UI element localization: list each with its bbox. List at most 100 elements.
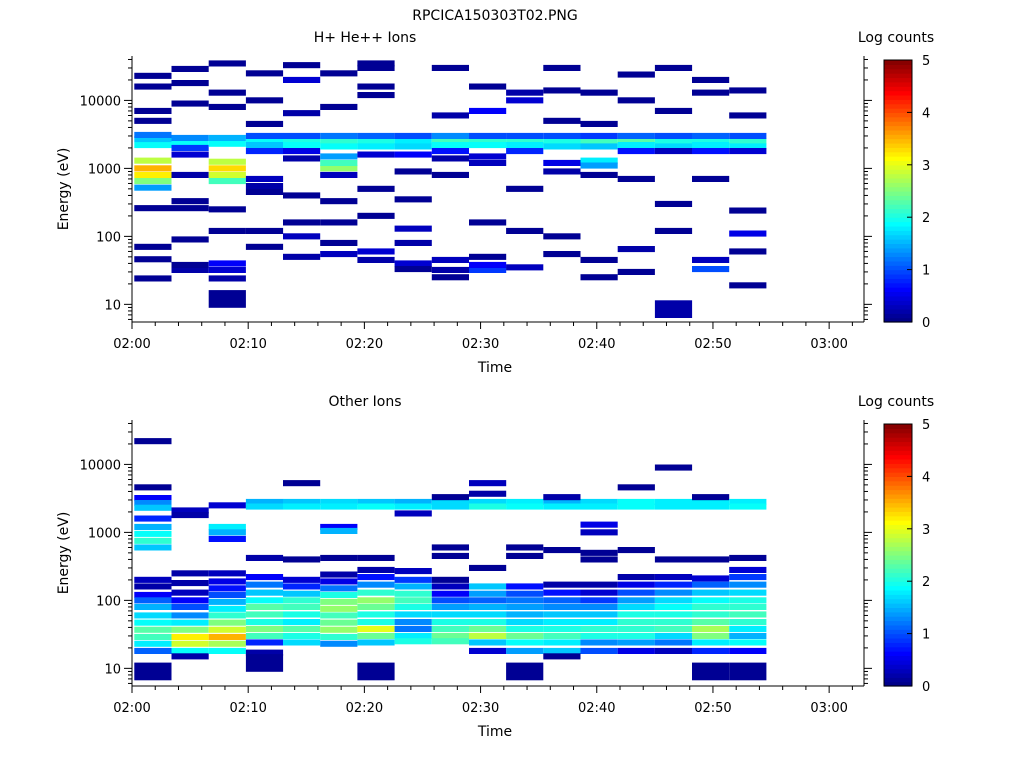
heatmap-cell <box>654 503 693 510</box>
heatmap-cell <box>580 647 618 654</box>
heatmap-cell <box>543 64 581 71</box>
heatmap-cell <box>245 625 284 632</box>
heatmap-cell <box>208 158 246 165</box>
heatmap-cell <box>245 611 284 618</box>
heatmap-cell <box>469 611 507 618</box>
heatmap-cell <box>617 484 655 491</box>
heatmap-cell <box>580 603 618 610</box>
x-tick-label: 02:00 <box>113 701 150 716</box>
heatmap-cell <box>320 598 358 605</box>
heatmap-cell <box>245 120 284 127</box>
colorbar-segment <box>884 151 912 157</box>
heatmap-cell <box>134 583 172 590</box>
colorbar-segment <box>884 108 912 113</box>
heatmap-cell <box>431 64 469 71</box>
colorbar-segment <box>884 212 912 218</box>
heatmap-cell <box>208 502 246 509</box>
heatmap-cell <box>171 603 209 610</box>
heatmap-cell <box>320 523 358 530</box>
colorbar-segment <box>884 247 912 253</box>
colorbar-segment <box>884 642 912 648</box>
heatmap-cell <box>208 206 246 213</box>
y-axis-label: Energy (eV) <box>56 148 72 231</box>
heatmap-cell <box>134 83 172 90</box>
heatmap-cell <box>320 239 358 246</box>
heatmap-cell <box>654 625 693 632</box>
heatmap-cell <box>134 640 172 647</box>
heatmap-cell <box>208 619 246 626</box>
x-tick-label: 02:20 <box>346 701 383 716</box>
colorbar-segment <box>884 121 912 127</box>
heatmap-cell <box>506 503 544 510</box>
heatmap-cell <box>320 498 358 505</box>
heatmap-cell <box>543 168 581 175</box>
heatmap-cell <box>729 143 767 150</box>
heatmap-cell <box>729 230 767 237</box>
colorbar-segment <box>884 537 912 543</box>
heatmap-cell <box>283 556 321 563</box>
heatmap-cell <box>394 143 432 150</box>
heatmap-cell <box>469 619 507 626</box>
heatmap-cell <box>171 198 209 205</box>
x-tick-label: 03:00 <box>810 337 847 352</box>
heatmap-cell <box>245 589 284 596</box>
heatmap-cell <box>171 653 209 660</box>
heatmap-cell <box>394 196 432 203</box>
colorbar-segment <box>884 616 912 622</box>
heatmap-cell <box>171 597 209 604</box>
heatmap-cell <box>729 138 767 145</box>
heatmap-cell <box>506 89 544 96</box>
colorbar-segment <box>884 563 912 569</box>
heatmap-cell <box>134 500 172 507</box>
heatmap-cell <box>617 142 655 149</box>
y-tick-label: 10 <box>104 662 121 677</box>
x-tick-label: 02:00 <box>113 337 150 352</box>
heatmap-cell <box>506 639 544 646</box>
heatmap-cell <box>134 178 172 185</box>
heatmap-cell <box>654 300 693 318</box>
heatmap-cell <box>283 590 321 597</box>
heatmap-cell <box>543 625 581 632</box>
colorbar-segment <box>884 177 912 183</box>
heatmap-cell <box>692 142 730 149</box>
colorbar-segment <box>884 94 912 100</box>
heatmap-cell <box>580 625 618 632</box>
heatmap-cell <box>692 148 730 155</box>
colorbar-segment <box>884 541 912 547</box>
heatmap-cell <box>469 83 507 90</box>
heatmap-cell <box>543 603 581 610</box>
x-tick-label: 02:40 <box>578 701 615 716</box>
heatmap-cell <box>580 162 618 169</box>
heatmap-cell <box>431 155 469 162</box>
colorbar-segment <box>884 221 912 227</box>
x-tick-label: 03:00 <box>810 701 847 716</box>
colorbar-segment <box>884 304 912 310</box>
heatmap-cell <box>729 148 767 155</box>
heatmap-cell <box>692 494 730 501</box>
heatmap-cell <box>469 132 507 139</box>
colorbar-tick-label: 5 <box>922 54 930 69</box>
heatmap-cell <box>692 498 730 505</box>
heatmap-cell <box>283 62 321 69</box>
y-tick-label: 1000 <box>88 162 121 177</box>
heatmap-cell <box>506 552 544 559</box>
heatmap-cell <box>617 547 655 554</box>
heatmap-cell <box>171 236 209 243</box>
colorbar-segment <box>884 589 912 595</box>
heatmap-cell <box>283 611 321 618</box>
heatmap-cell <box>654 107 693 114</box>
heatmap-cell <box>692 619 730 626</box>
heatmap-cell <box>617 639 655 646</box>
heatmap-cell <box>394 583 432 590</box>
heatmap-cell <box>357 138 395 145</box>
colorbar-segment <box>884 441 912 447</box>
heatmap-cell <box>506 647 544 654</box>
heatmap-cell <box>134 171 172 178</box>
heatmap-cell <box>506 611 544 618</box>
heatmap-cell <box>134 544 172 551</box>
heatmap-cell <box>506 632 544 639</box>
heatmap-cell <box>171 261 209 268</box>
heatmap-cell <box>617 246 655 253</box>
heatmap-cell <box>729 632 767 639</box>
heatmap-cell <box>394 503 432 510</box>
